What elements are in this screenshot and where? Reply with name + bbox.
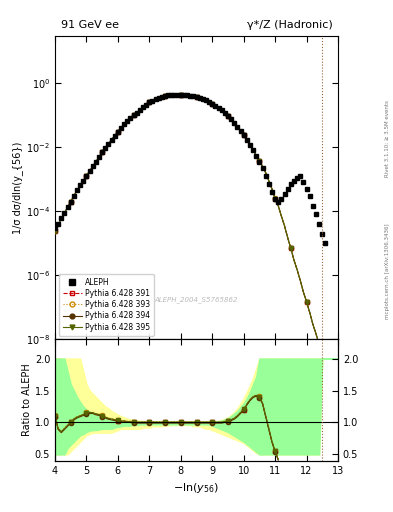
- ALEPH: [276, 199, 281, 205]
- Text: γ*/Z (Hadronic): γ*/Z (Hadronic): [246, 20, 332, 30]
- ALEPH: [131, 112, 136, 118]
- ALEPH: [166, 92, 171, 98]
- ALEPH: [172, 92, 177, 98]
- ALEPH: [97, 154, 101, 160]
- Text: 91 GeV ee: 91 GeV ee: [61, 20, 119, 30]
- ALEPH: [323, 240, 328, 246]
- ALEPH: [53, 225, 57, 231]
- Y-axis label: 1/σ dσ/dln(y_{56}): 1/σ dσ/dln(y_{56}): [12, 141, 23, 234]
- Y-axis label: Ratio to ALEPH: Ratio to ALEPH: [22, 364, 32, 436]
- Text: ALEPH_2004_S5765862: ALEPH_2004_S5765862: [155, 296, 238, 303]
- ALEPH: [112, 133, 117, 139]
- Text: mcplots.cern.ch [arXiv:1306.3436]: mcplots.cern.ch [arXiv:1306.3436]: [385, 224, 390, 319]
- ALEPH: [191, 93, 196, 99]
- Legend: ALEPH, Pythia 6.428 391, Pythia 6.428 393, Pythia 6.428 394, Pythia 6.428 395: ALEPH, Pythia 6.428 391, Pythia 6.428 39…: [59, 274, 154, 335]
- Text: Rivet 3.1.10; ≥ 3.5M events: Rivet 3.1.10; ≥ 3.5M events: [385, 100, 390, 177]
- Line: ALEPH: ALEPH: [53, 93, 328, 246]
- X-axis label: $-\ln(y_{56})$: $-\ln(y_{56})$: [173, 481, 220, 495]
